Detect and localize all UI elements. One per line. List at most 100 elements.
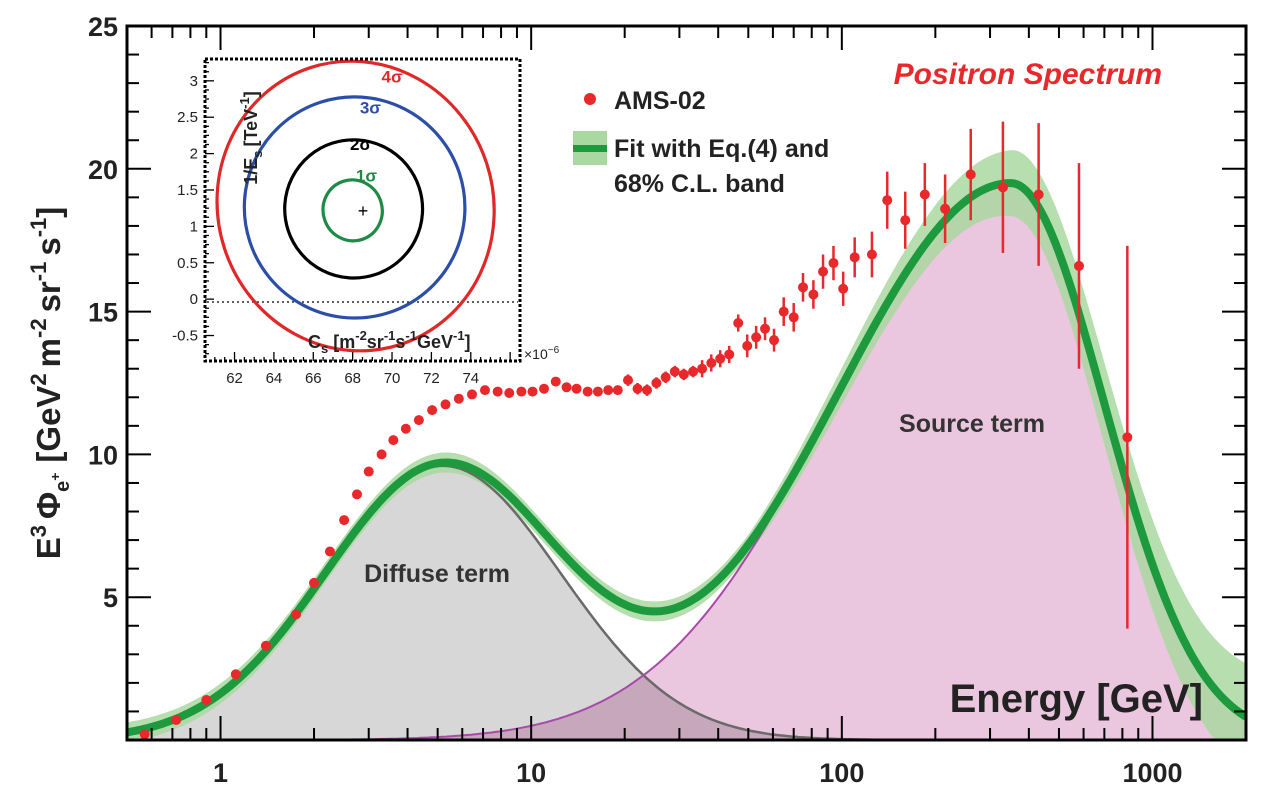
data-point: [818, 254, 829, 289]
inset-y-axis-label: 1/Es [TeV-1]: [237, 91, 265, 185]
y-axis-label-phi: Φ: [30, 492, 67, 519]
data-point: [324, 546, 335, 557]
y-tick-label: 20: [88, 155, 118, 185]
plot-frame: [125, 24, 1248, 742]
diffuse-term-area: [127, 465, 1246, 740]
y-axis-label: E3Φe+[GeV2m-2sr-1s-1]: [26, 207, 74, 560]
y-axis-label-sr: sr: [30, 281, 67, 312]
data-point: [882, 171, 893, 229]
inset-background: [203, 57, 522, 363]
data-marker: [400, 423, 411, 434]
inset-y-tick-label: 0.5: [177, 255, 198, 272]
data-point: [742, 334, 753, 358]
data-marker: [706, 358, 717, 369]
data-point: [400, 423, 411, 434]
data-point: [427, 405, 438, 416]
legend-data-marker: [584, 93, 596, 105]
inset-axis-ticks: 62 64 66 68 70 72 74 -0.5 0 0.5 1 1.5 2 2.5 3: [172, 61, 511, 387]
data-marker: [798, 282, 809, 293]
data-point: [492, 386, 503, 397]
data-point: [838, 271, 849, 306]
data-point: [849, 237, 860, 278]
data-marker: [376, 449, 387, 460]
data-marker: [201, 695, 212, 706]
inset-x-tick-label: 74: [462, 370, 479, 387]
contour-label: 2σ: [350, 135, 371, 154]
y-tick-label: 25: [88, 12, 118, 42]
inset-x-tick-label: 72: [423, 370, 440, 387]
fit-line: [127, 179, 1246, 737]
data-marker: [527, 386, 538, 397]
inset-y-tick-label: -0.5: [172, 328, 198, 345]
data-marker: [1122, 432, 1133, 443]
y-axis-label-gev-sup: 2: [26, 373, 51, 385]
data-point: [706, 354, 717, 372]
legend: AMS-02 Fit with Eq.(4) and 68% C.L. band: [573, 87, 829, 198]
data-point: [467, 389, 478, 400]
contour-label: 1σ: [356, 166, 377, 185]
data-marker: [516, 386, 527, 397]
inset-multiplier-base: ×10: [524, 346, 548, 362]
y-tick-label: 5: [103, 583, 118, 613]
data-point: [561, 382, 572, 393]
data-marker: [623, 375, 634, 386]
data-marker: [632, 383, 643, 394]
y-tick-label: 10: [88, 440, 118, 470]
y-axis-label-e-sub: e: [52, 481, 74, 492]
data-point: [139, 729, 150, 740]
data-marker: [230, 669, 241, 680]
inset-x-tick-label: 70: [384, 370, 401, 387]
data-point: [940, 174, 951, 244]
data-point: [828, 245, 839, 281]
data-point: [230, 669, 241, 680]
data-marker: [697, 363, 708, 374]
contour-4sigma: [215, 59, 496, 353]
data-marker: [919, 189, 930, 200]
inset-x-tick-label: 68: [344, 370, 361, 387]
data-marker: [413, 415, 424, 426]
y-axis-label-sr-sup: -1: [26, 262, 51, 282]
data-marker: [388, 435, 399, 446]
best-fit-marker: +: [358, 201, 369, 221]
data-marker: [492, 386, 503, 397]
data-marker: [669, 366, 680, 377]
data-marker: [828, 258, 839, 269]
data-point: [339, 515, 350, 526]
data-point: [697, 360, 708, 378]
data-point: [1033, 123, 1044, 266]
data-marker: [778, 306, 789, 317]
y-axis-label-e-sup: 3: [26, 525, 51, 537]
data-marker: [1033, 189, 1044, 200]
data-marker: [808, 289, 819, 300]
chart-title: Positron Spectrum: [894, 58, 1162, 91]
data-point: [413, 415, 424, 426]
data-marker: [571, 383, 582, 394]
data-marker: [291, 609, 302, 620]
data-marker: [139, 729, 150, 740]
inset-x-label-open: [m: [333, 332, 355, 352]
inset-y-tick-label: 2.5: [177, 109, 198, 126]
data-point: [900, 191, 911, 249]
data-point: [669, 365, 680, 378]
x-tick-label: 1000: [1122, 758, 1182, 788]
data-point: [751, 325, 762, 349]
data-marker: [453, 393, 464, 404]
inset-x-label-sr-sup: -1: [384, 328, 396, 343]
data-marker: [997, 182, 1008, 193]
data-marker: [965, 169, 976, 180]
data-point: [1122, 245, 1133, 629]
inset-x-multiplier: ×10−6: [524, 345, 560, 362]
data-marker: [849, 252, 860, 263]
data-marker: [324, 546, 335, 557]
inset-x-label-s: s: [395, 332, 405, 352]
data-point: [291, 609, 302, 620]
data-point: [603, 385, 614, 396]
data-marker: [724, 349, 735, 360]
inset-frame: [203, 57, 522, 363]
data-marker: [769, 335, 780, 346]
data-marker: [651, 378, 662, 388]
data-point: [866, 231, 877, 278]
inset-y-tick-label: 1: [190, 218, 198, 235]
